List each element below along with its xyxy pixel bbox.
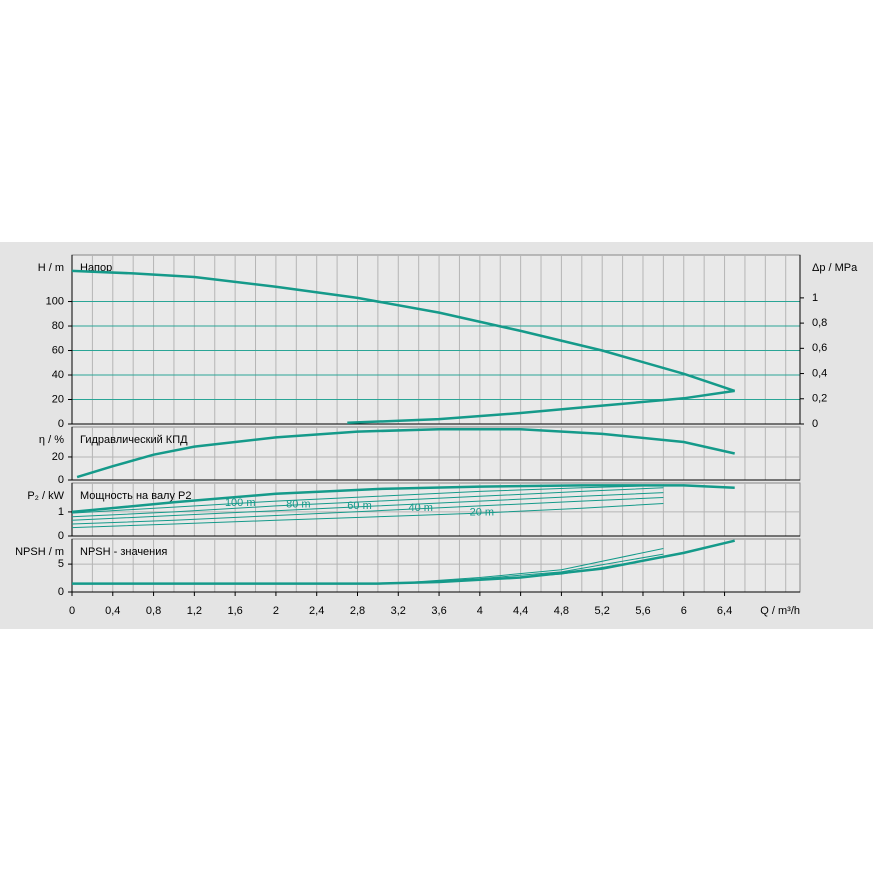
y-axis-label: η / %: [39, 434, 64, 446]
y2-tick-label: 0,6: [812, 342, 827, 354]
x-tick-label: 4,4: [513, 605, 528, 617]
y2-tick-label: 0,4: [812, 367, 827, 379]
x-tick-label: 5,6: [635, 605, 650, 617]
x-tick-label: 6: [681, 605, 687, 617]
x-tick-label: 2,4: [309, 605, 324, 617]
y-axis-label: P₂ / kW: [27, 490, 64, 502]
y2-tick-label: 1: [812, 292, 818, 304]
x-tick-label: 6,4: [717, 605, 732, 617]
series-line: [71, 487, 664, 518]
x-tick-label: 2: [273, 605, 279, 617]
y-tick-label: 20: [52, 451, 64, 463]
series-line: [398, 553, 664, 584]
y-tick-label: 0: [58, 586, 64, 598]
plot-area: [71, 254, 801, 425]
series-line: [347, 389, 735, 425]
y-tick-label: 60: [52, 344, 64, 356]
x-tick-label: 3,6: [431, 605, 446, 617]
series-line: [71, 484, 664, 514]
panel-title: Гидравлический КПД: [80, 434, 188, 446]
x-tick-label: 3,2: [391, 605, 406, 617]
x-tick-label: 4: [477, 605, 483, 617]
x-tick-label: 1,2: [187, 605, 202, 617]
series-line: [71, 492, 664, 521]
y-tick-label: 80: [52, 320, 64, 332]
x-tick-label: 0,4: [105, 605, 120, 617]
series-label: 100 m: [225, 497, 256, 509]
plot-area: [71, 482, 801, 537]
series-line: [71, 269, 736, 393]
y2-tick-label: 0,8: [812, 317, 827, 329]
series-label: 20 m: [470, 506, 494, 518]
y-axis-label: NPSH / m: [15, 546, 64, 558]
x-tick-label: 1,6: [227, 605, 242, 617]
y-axis-label: H / m: [38, 262, 64, 274]
y-tick-label: 5: [58, 558, 64, 570]
series-line: [71, 503, 664, 529]
x-axis-label: Q / m³/h: [760, 605, 800, 617]
plot-area: [71, 426, 801, 481]
x-tick-label: 0: [69, 605, 75, 617]
y-tick-label: 100: [46, 295, 64, 307]
x-tick-label: 4,8: [554, 605, 569, 617]
panel-title: Мощность на валу P2: [80, 490, 192, 502]
series-line: [76, 428, 735, 479]
y-tick-label: 0: [58, 418, 64, 430]
series-line: [398, 556, 664, 584]
series-label: 60 m: [347, 500, 371, 512]
series-line: [71, 484, 735, 514]
series-label: 40 m: [408, 502, 432, 514]
series-label: 80 m: [286, 498, 310, 510]
series-line: [71, 497, 664, 525]
panel-title: NPSH - значения: [80, 546, 167, 558]
series-line: [398, 548, 664, 584]
y2-tick-label: 0,2: [812, 393, 827, 405]
y2-axis-label: Δp / MPa: [812, 262, 858, 274]
y2-tick-label: 0: [812, 418, 818, 430]
y-tick-label: 20: [52, 393, 64, 405]
y-tick-label: 1: [58, 506, 64, 518]
x-tick-label: 2,8: [350, 605, 365, 617]
y-tick-label: 40: [52, 369, 64, 381]
y-tick-label: 0: [58, 530, 64, 542]
x-tick-label: 5,2: [595, 605, 610, 617]
x-tick-label: 0,8: [146, 605, 161, 617]
y-tick-label: 0: [58, 474, 64, 486]
